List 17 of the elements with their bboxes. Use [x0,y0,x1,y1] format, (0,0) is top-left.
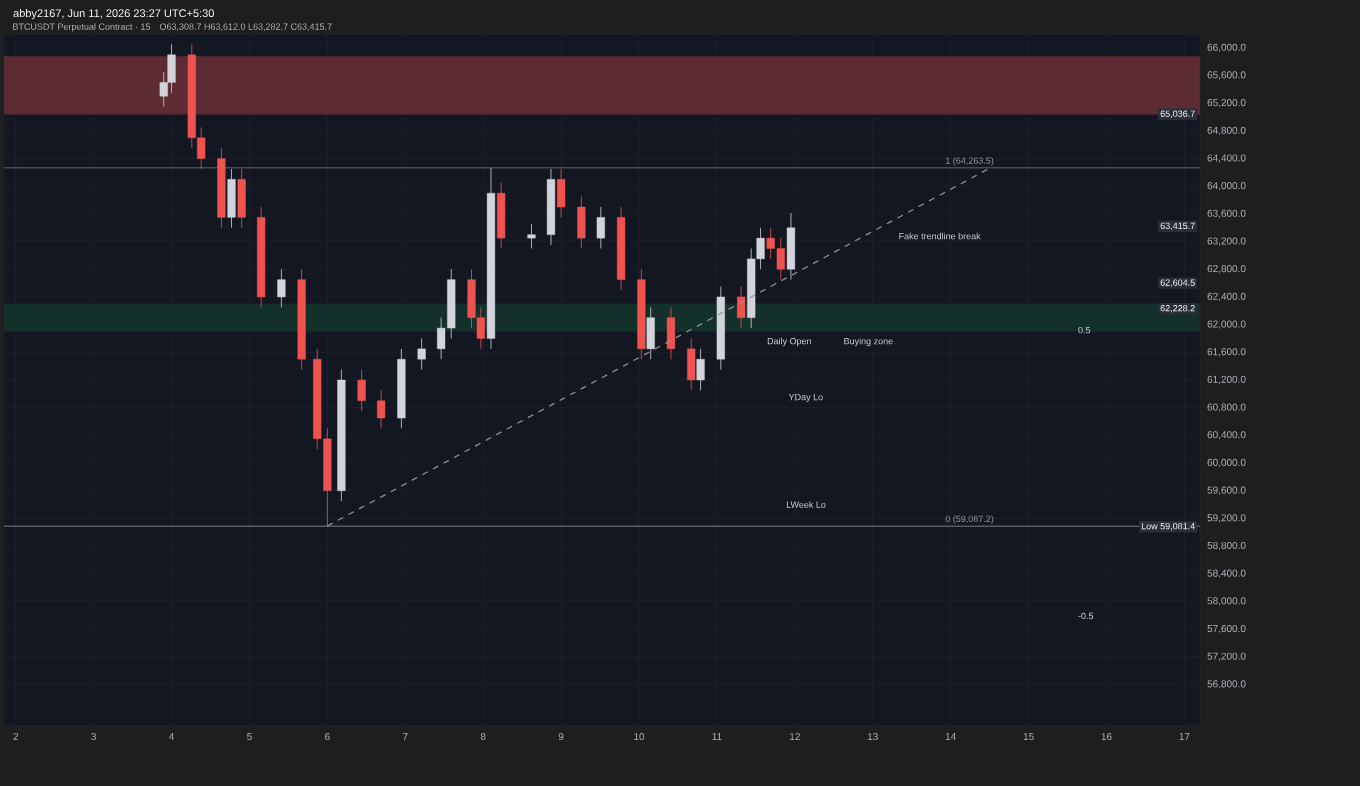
candlestick [237,168,246,229]
candlestick [646,306,655,360]
candlestick [666,306,676,360]
candlestick [527,223,536,249]
candlestick [786,212,796,281]
candlestick [277,268,286,308]
candlestick [596,206,605,249]
candlestick [687,338,696,391]
candlestick [357,369,366,412]
candlestick [227,168,236,229]
candlestick [577,196,586,249]
candlestick [557,168,566,218]
candlestick [497,182,506,249]
candlestick [417,338,426,370]
candlestick [696,348,705,391]
candlestick [736,286,746,329]
candlestick [377,389,386,429]
